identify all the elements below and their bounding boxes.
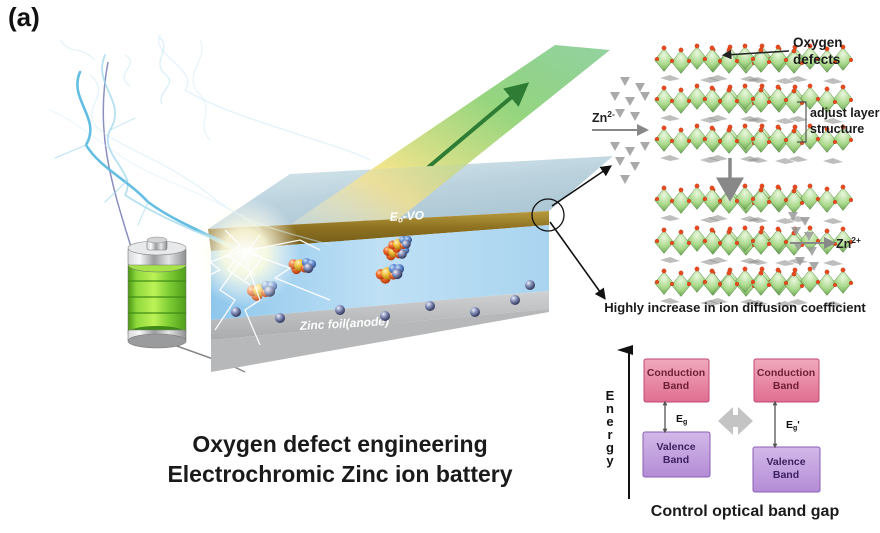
svg-text:adjust layer: adjust layer [810, 106, 880, 120]
svg-text:defects: defects [793, 52, 840, 67]
svg-text:Control optical band gap: Control optical band gap [651, 503, 840, 520]
svg-text:Zn2+: Zn2+ [836, 235, 861, 251]
svg-text:Conduction: Conduction [757, 367, 815, 379]
svg-text:Valence: Valence [766, 456, 805, 468]
svg-text:Zn2-: Zn2- [592, 109, 615, 125]
svg-text:Conduction: Conduction [647, 367, 705, 379]
svg-text:Band: Band [773, 380, 799, 392]
svg-text:structure: structure [810, 122, 864, 136]
svg-text:y: y [606, 453, 614, 468]
svg-text:Eg: Eg [676, 413, 687, 426]
svg-text:Oxygen: Oxygen [793, 35, 843, 50]
svg-text:Band: Band [773, 469, 799, 481]
svg-text:Band: Band [663, 380, 689, 392]
svg-text:Band: Band [663, 454, 689, 466]
svg-text:Valence: Valence [656, 441, 695, 453]
svg-text:Highly increase in ion diffusi: Highly increase in ion diffusion coeffic… [604, 300, 866, 315]
svg-text:Eg': Eg' [786, 419, 800, 432]
